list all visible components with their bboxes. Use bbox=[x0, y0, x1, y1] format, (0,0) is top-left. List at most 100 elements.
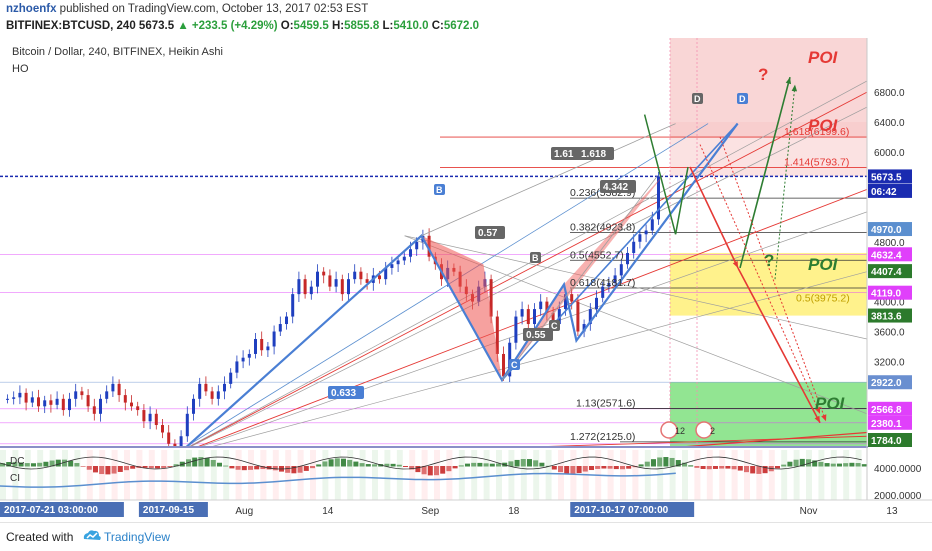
indicator-bar bbox=[744, 466, 749, 473]
indicator-bar bbox=[644, 461, 650, 467]
candle-body bbox=[43, 400, 47, 407]
price-badge[interactable] bbox=[868, 183, 912, 198]
time-badge[interactable] bbox=[138, 502, 208, 517]
indicator-bar bbox=[762, 466, 768, 474]
candle-body bbox=[49, 400, 53, 405]
indicator-bg-band bbox=[223, 450, 230, 503]
indicator-bar bbox=[105, 466, 111, 475]
close-label: C: bbox=[431, 20, 444, 32]
indicator-bg-band bbox=[347, 450, 354, 503]
price-badge[interactable] bbox=[868, 264, 912, 279]
time-badge-label: 2017-09-15 bbox=[143, 505, 195, 516]
indicator-bg-band bbox=[558, 450, 564, 503]
price-badge-label: 4119.0 bbox=[871, 289, 901, 300]
time-badge[interactable] bbox=[0, 502, 124, 517]
candle-body bbox=[185, 413, 189, 437]
indicator-bg-band bbox=[310, 450, 316, 503]
indicator-bg-band bbox=[818, 450, 825, 503]
indicator-bg-band bbox=[682, 450, 688, 503]
price-badge[interactable] bbox=[868, 433, 912, 447]
indicator-bar bbox=[589, 466, 594, 471]
indicator-bar bbox=[155, 466, 160, 469]
indicator-bg-band bbox=[235, 450, 242, 503]
indicator-bar bbox=[204, 457, 210, 467]
indicator-bg-band bbox=[545, 450, 552, 503]
indicator-bg-band bbox=[248, 450, 254, 503]
candle-body bbox=[595, 297, 598, 310]
candle-body bbox=[576, 301, 580, 332]
candle-body bbox=[570, 294, 574, 302]
fib-level-label: 0.618(4181.7) bbox=[570, 277, 635, 289]
indicator-bg-band bbox=[62, 450, 68, 503]
indicator-bar bbox=[787, 461, 793, 467]
candle-body bbox=[254, 339, 257, 354]
pattern-point-d[interactable]: D bbox=[692, 93, 703, 104]
pattern-point-marker bbox=[692, 93, 703, 104]
ratio-label: 0.633 bbox=[331, 388, 356, 399]
indicator-bg-band bbox=[830, 450, 837, 503]
indicator-bg-band bbox=[694, 450, 701, 503]
indicator-bg-band bbox=[372, 450, 378, 503]
pattern-point-marker bbox=[509, 359, 520, 370]
price-badge[interactable] bbox=[868, 169, 912, 184]
time-axis[interactable] bbox=[0, 500, 932, 522]
time-tick-label: 13 bbox=[886, 506, 898, 517]
price-badge[interactable] bbox=[868, 401, 912, 416]
candle-body bbox=[502, 353, 505, 377]
price-badge-label: 4632.4 bbox=[871, 250, 902, 261]
indicator-bar bbox=[148, 466, 154, 469]
indicator-bar bbox=[527, 459, 532, 467]
pattern-point-c[interactable]: C bbox=[509, 359, 520, 370]
price-badge[interactable] bbox=[868, 285, 912, 300]
candle-body bbox=[322, 271, 326, 276]
pattern-point-b[interactable]: B bbox=[434, 184, 445, 195]
indicator-bar bbox=[613, 466, 619, 470]
price-badge[interactable] bbox=[868, 222, 912, 237]
indicator-bg-band bbox=[731, 450, 738, 503]
price-chart[interactable]: 0.236(5382.9)0.382(4923.8)0.5(4552.7)0.6… bbox=[0, 38, 932, 522]
indicator-bar bbox=[248, 466, 253, 470]
fib-level-label: 1.414(5793.7) bbox=[784, 156, 849, 168]
poi-label: POI bbox=[815, 394, 846, 413]
chart-header: nzhoenfx published on TradingView.com, O… bbox=[0, 0, 932, 38]
candle-body bbox=[657, 176, 660, 220]
tradingview-logo-icon[interactable] bbox=[82, 528, 102, 549]
publish-line: nzhoenfx published on TradingView.com, O… bbox=[6, 3, 368, 15]
time-badge[interactable] bbox=[570, 502, 695, 517]
legend-title: Bitcoin / Dollar, 240, BITFINEX, Heikin … bbox=[12, 46, 223, 58]
symbol-name: BITFINEX:BTCUSD, 240 bbox=[6, 20, 136, 32]
candle-body bbox=[285, 316, 288, 325]
pattern-point-b[interactable]: B bbox=[530, 252, 541, 263]
candle-body bbox=[539, 301, 543, 310]
price-badge[interactable] bbox=[868, 375, 912, 390]
indicator-bar bbox=[601, 466, 607, 469]
price-badge[interactable] bbox=[868, 308, 912, 323]
candle-body bbox=[210, 391, 214, 399]
tradingview-brand-link[interactable]: TradingView bbox=[104, 530, 171, 544]
price-badge[interactable] bbox=[868, 247, 912, 262]
pattern-point-d[interactable]: D bbox=[737, 93, 748, 104]
price-tick-label: 4800.0 bbox=[874, 238, 905, 249]
event-bubble-icon[interactable] bbox=[660, 421, 678, 439]
candle-body bbox=[613, 275, 617, 283]
fan-line-blue bbox=[186, 123, 709, 446]
candle-body bbox=[30, 397, 34, 403]
indicator-bar bbox=[74, 463, 80, 467]
author-link[interactable]: nzhoenfx bbox=[6, 3, 57, 15]
indicator-bg-band bbox=[706, 450, 713, 503]
indicator-bar bbox=[310, 466, 315, 469]
pattern-point-label: D bbox=[694, 94, 701, 104]
price-badge-label: 1784.0 bbox=[871, 436, 902, 447]
candle-body bbox=[130, 402, 133, 407]
indicator-bar bbox=[638, 464, 644, 467]
price-badge[interactable] bbox=[868, 415, 912, 430]
indicator-bar bbox=[446, 466, 452, 472]
event-bubble-icon[interactable] bbox=[695, 421, 713, 439]
indicator-bar bbox=[12, 461, 18, 467]
event-bubble-count: 2 bbox=[710, 426, 715, 436]
indicator-bg-band bbox=[297, 450, 304, 503]
candle-body bbox=[148, 413, 152, 422]
candle-body bbox=[588, 309, 592, 325]
publish-text: published on TradingView.com, October 13… bbox=[56, 3, 369, 15]
candle-body bbox=[384, 267, 388, 280]
